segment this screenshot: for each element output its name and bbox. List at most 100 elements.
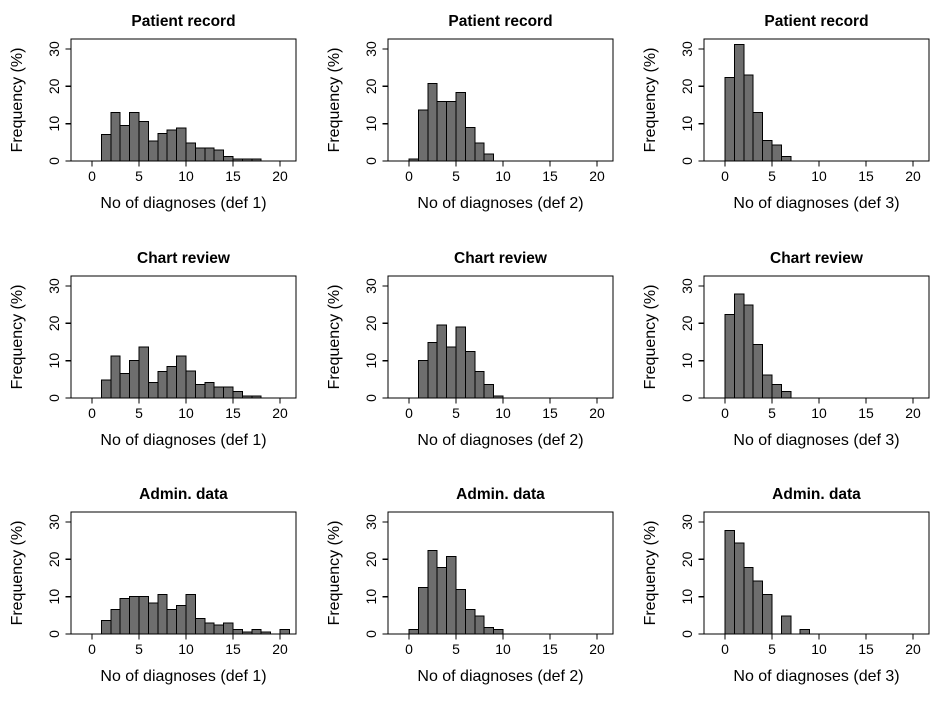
panel-title: Patient record (765, 13, 869, 30)
y-tick-label: 20 (679, 552, 695, 568)
y-tick-label: 10 (363, 589, 379, 605)
histogram-bar (260, 631, 272, 635)
histogram-bar (417, 359, 428, 399)
x-tick-label: 20 (906, 641, 922, 657)
x-tick-label: 15 (859, 168, 875, 184)
plot-box (703, 275, 930, 399)
y-tick-label: 0 (363, 630, 379, 638)
histogram-bar (734, 44, 745, 162)
y-axis-label: Frequency (%) (642, 48, 659, 153)
y-tick-label: 10 (46, 589, 62, 605)
histogram-bar (232, 629, 243, 635)
histogram-bar (800, 629, 811, 635)
histogram-svg: Admin. data 0 5 10 15 20 0 10 20 30 No of diagnose… (9, 486, 297, 685)
y-tick-label: 30 (363, 278, 379, 294)
histogram-bar (426, 341, 438, 399)
histogram-bar (734, 542, 745, 635)
y-axis-label: Frequency (%) (326, 521, 343, 626)
x-tick-label: 20 (272, 405, 288, 421)
x-tick-label: 0 (88, 641, 96, 657)
x-tick-label: 15 (225, 641, 241, 657)
x-tick-label: 0 (88, 168, 96, 184)
histogram-bar (436, 324, 447, 399)
histogram-panel-chart-review-def1: Chart review 0 5 10 15 20 0 10 20 30 No of diagnos… (0, 237, 317, 474)
histogram-bar (455, 589, 466, 635)
histogram-bar (492, 629, 504, 635)
y-tick-label: 30 (46, 278, 62, 294)
y-tick-label: 0 (46, 157, 62, 165)
x-tick-label: 20 (272, 641, 288, 657)
histogram-bar (417, 587, 428, 635)
histogram-bar (483, 383, 494, 399)
histogram-bar (464, 126, 475, 162)
x-tick-label: 5 (452, 641, 460, 657)
histogram-bar (781, 390, 792, 399)
histogram-bar (426, 550, 438, 635)
histogram-bar (213, 149, 225, 162)
plot-box (387, 38, 614, 162)
x-tick-label: 0 (405, 641, 413, 657)
x-axis-label: No of diagnoses (def 1) (100, 432, 266, 449)
histogram-bar (724, 313, 736, 399)
histogram-svg: Chart review 0 5 10 15 20 0 10 20 30 No of diagnos… (326, 250, 614, 449)
x-tick-label: 5 (768, 168, 776, 184)
y-axis-label: Frequency (%) (642, 521, 659, 626)
panel-title: Admin. data (456, 486, 545, 503)
x-tick-label: 0 (721, 405, 729, 421)
histogram-bar (724, 530, 736, 635)
histogram-bar (138, 120, 149, 162)
histogram-bar (436, 567, 447, 635)
histogram-bar (138, 596, 149, 635)
y-tick-label: 20 (46, 78, 62, 94)
x-tick-label: 15 (225, 405, 241, 421)
histogram-bar (176, 355, 187, 399)
histogram-bar (110, 609, 121, 635)
x-tick-label: 10 (812, 641, 828, 657)
histogram-bar (762, 139, 773, 162)
histogram-bar (408, 158, 419, 162)
x-tick-label: 20 (589, 168, 605, 184)
histogram-panel-patient-record-def3: Patient record 0 5 10 15 20 0 10 20 30 No of diagn… (633, 0, 950, 237)
histogram-bar (129, 111, 140, 162)
histogram-bar (473, 615, 485, 635)
panel-title: Chart review (770, 250, 864, 267)
histogram-bar (241, 631, 253, 635)
panel-title: Admin. data (139, 486, 228, 503)
x-tick-label: 15 (542, 168, 558, 184)
histogram-bar (771, 383, 783, 399)
histogram-bar (455, 326, 466, 399)
histogram-panel-admin-data-def3: Admin. data 0 5 10 15 20 0 10 20 30 No of diagnose… (633, 473, 950, 710)
y-tick-label: 10 (679, 352, 695, 368)
histogram-bar (445, 100, 457, 162)
histogram-svg: Admin. data 0 5 10 15 20 0 10 20 30 No of diagnose… (326, 486, 614, 685)
x-tick-label: 0 (405, 405, 413, 421)
histogram-bar (753, 111, 764, 162)
histogram-bar (110, 111, 121, 162)
x-tick-label: 5 (135, 168, 143, 184)
histogram-bar (241, 394, 253, 399)
histogram-bar (119, 125, 131, 162)
panel-title: Patient record (448, 13, 552, 30)
histogram-bar (147, 602, 159, 635)
histogram-panel-admin-data-def2: Admin. data 0 5 10 15 20 0 10 20 30 No of diagnose… (317, 473, 634, 710)
y-tick-label: 30 (46, 514, 62, 530)
histogram-bar (251, 394, 262, 399)
x-axis-label: No of diagnoses (def 3) (734, 432, 900, 449)
y-axis-label: Frequency (%) (326, 48, 343, 153)
y-tick-label: 10 (46, 352, 62, 368)
histogram-bar (492, 394, 504, 399)
x-tick-label: 5 (768, 641, 776, 657)
y-tick-label: 0 (679, 630, 695, 638)
panel-title: Patient record (131, 13, 235, 30)
histogram-svg: Admin. data 0 5 10 15 20 0 10 20 30 No of diagnose… (642, 486, 930, 685)
histogram-bar (483, 153, 494, 162)
x-axis-label: No of diagnoses (def 1) (100, 195, 266, 212)
histogram-bar (100, 133, 112, 162)
histogram-bar (138, 346, 149, 399)
histogram-bar (464, 350, 475, 399)
histogram-bar (455, 91, 466, 162)
histogram-bar (100, 379, 112, 399)
y-tick-label: 20 (679, 78, 695, 94)
histogram-bar (185, 594, 196, 635)
